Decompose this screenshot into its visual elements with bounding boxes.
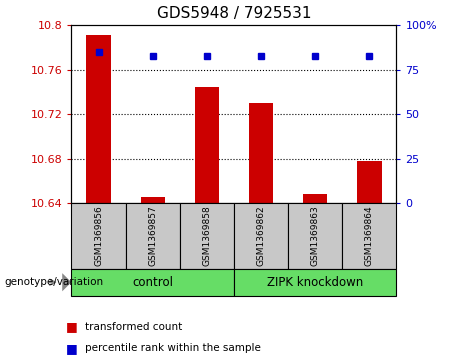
Bar: [303, 194, 327, 203]
Bar: [86, 36, 111, 203]
Text: percentile rank within the sample: percentile rank within the sample: [85, 343, 261, 354]
Text: GSM1369858: GSM1369858: [202, 205, 212, 266]
Text: control: control: [132, 276, 173, 289]
Bar: [249, 103, 273, 203]
Text: genotype/variation: genotype/variation: [5, 277, 104, 287]
Title: GDS5948 / 7925531: GDS5948 / 7925531: [157, 7, 311, 21]
Bar: [180, 203, 234, 269]
Text: GSM1369857: GSM1369857: [148, 205, 157, 266]
Bar: [125, 203, 180, 269]
Text: transformed count: transformed count: [85, 322, 183, 332]
Text: ■: ■: [65, 342, 77, 355]
Bar: [141, 197, 165, 203]
Bar: [71, 203, 125, 269]
Text: GSM1369856: GSM1369856: [94, 205, 103, 266]
Text: ■: ■: [65, 320, 77, 333]
Text: ZIPK knockdown: ZIPK knockdown: [267, 276, 363, 289]
Text: GSM1369864: GSM1369864: [365, 205, 374, 266]
Bar: [357, 161, 382, 203]
Text: GSM1369863: GSM1369863: [311, 205, 320, 266]
Bar: [195, 86, 219, 203]
Text: GSM1369862: GSM1369862: [256, 205, 266, 266]
Bar: [234, 203, 288, 269]
Bar: [342, 203, 396, 269]
Bar: [71, 269, 234, 296]
Bar: [234, 269, 396, 296]
Bar: [288, 203, 342, 269]
